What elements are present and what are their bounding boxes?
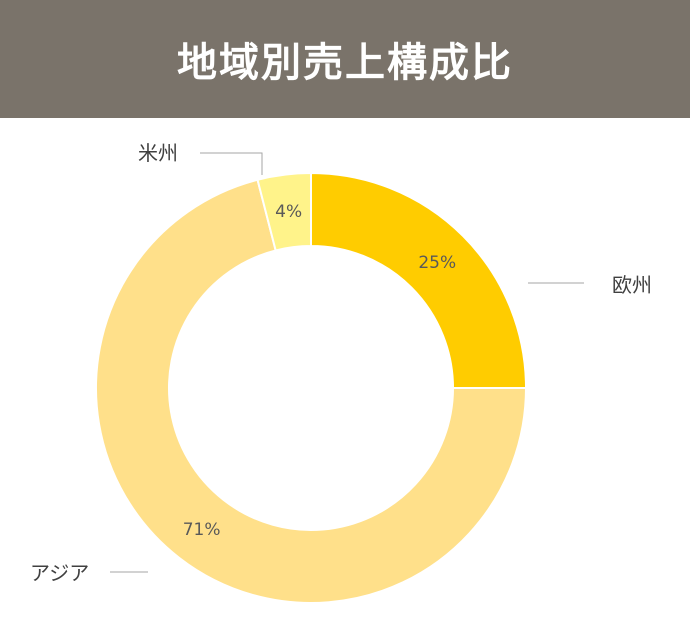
category-label-asia: アジア: [30, 561, 89, 585]
slice-asia: [95, 178, 528, 604]
slice-europe: [310, 171, 528, 389]
slice-americas: [256, 171, 312, 252]
leader-lines-group: [110, 152, 584, 573]
category-labels-group: 欧州 アジア 米州: [30, 141, 652, 585]
category-label-americas: 米州: [138, 141, 178, 165]
chart-title-banner: 地域別売上構成比: [0, 0, 690, 118]
pct-labels-group: 25% 71% 4%: [183, 202, 456, 540]
leader-line-americas: [200, 152, 263, 175]
pct-label-asia: 71%: [183, 520, 221, 540]
pct-label-americas: 4%: [275, 202, 302, 222]
category-label-europe: 欧州: [612, 273, 652, 297]
slices-group: [95, 171, 528, 604]
chart-title: 地域別売上構成比: [177, 40, 513, 86]
pct-label-europe: 25%: [418, 253, 456, 273]
